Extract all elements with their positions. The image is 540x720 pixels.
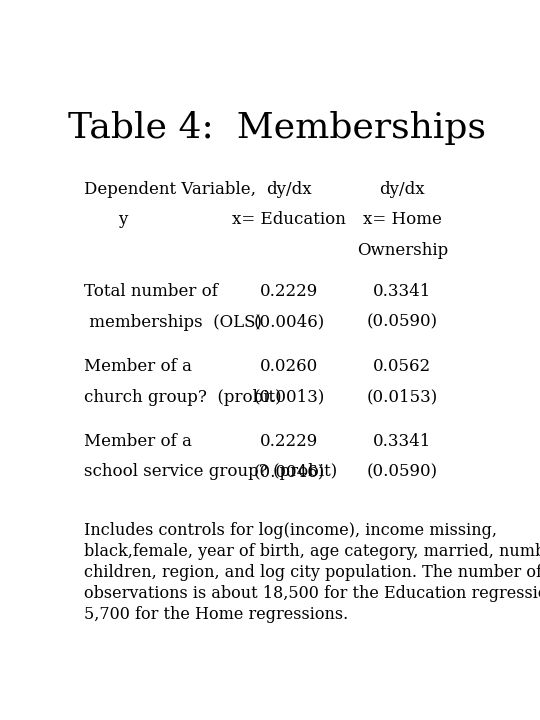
Text: 0.0260: 0.0260 (260, 358, 319, 375)
Text: black,female, year of birth, age category, married, number of: black,female, year of birth, age categor… (84, 543, 540, 559)
Text: Total number of: Total number of (84, 283, 218, 300)
Text: church group?  (probit): church group? (probit) (84, 389, 282, 405)
Text: 5,700 for the Home regressions.: 5,700 for the Home regressions. (84, 606, 348, 623)
Text: Dependent Variable,: Dependent Variable, (84, 181, 256, 198)
Text: 0.3341: 0.3341 (373, 283, 431, 300)
Text: dy/dx: dy/dx (267, 181, 312, 198)
Text: Includes controls for log(income), income missing,: Includes controls for log(income), incom… (84, 521, 497, 539)
Text: school service group? (probit): school service group? (probit) (84, 464, 338, 480)
Text: Member of a: Member of a (84, 358, 192, 375)
Text: memberships  (OLS): memberships (OLS) (84, 314, 262, 330)
Text: dy/dx: dy/dx (380, 181, 425, 198)
Text: 0.3341: 0.3341 (373, 433, 431, 450)
Text: 0.2229: 0.2229 (260, 433, 319, 450)
Text: (0.0153): (0.0153) (367, 389, 438, 405)
Text: (0.0590): (0.0590) (367, 464, 438, 480)
Text: y: y (118, 211, 127, 228)
Text: Ownership: Ownership (357, 242, 448, 258)
Text: x= Home: x= Home (363, 211, 442, 228)
Text: Table 4:  Memberships: Table 4: Memberships (68, 112, 486, 145)
Text: (0.0046): (0.0046) (254, 464, 325, 480)
Text: (0.0046): (0.0046) (254, 314, 325, 330)
Text: observations is about 18,500 for the Education regressions and: observations is about 18,500 for the Edu… (84, 585, 540, 602)
Text: Member of a: Member of a (84, 433, 192, 450)
Text: (0.0590): (0.0590) (367, 314, 438, 330)
Text: 0.2229: 0.2229 (260, 283, 319, 300)
Text: children, region, and log city population. The number of: children, region, and log city populatio… (84, 564, 540, 581)
Text: x= Education: x= Education (232, 211, 346, 228)
Text: 0.0562: 0.0562 (373, 358, 431, 375)
Text: (0.0013): (0.0013) (254, 389, 325, 405)
